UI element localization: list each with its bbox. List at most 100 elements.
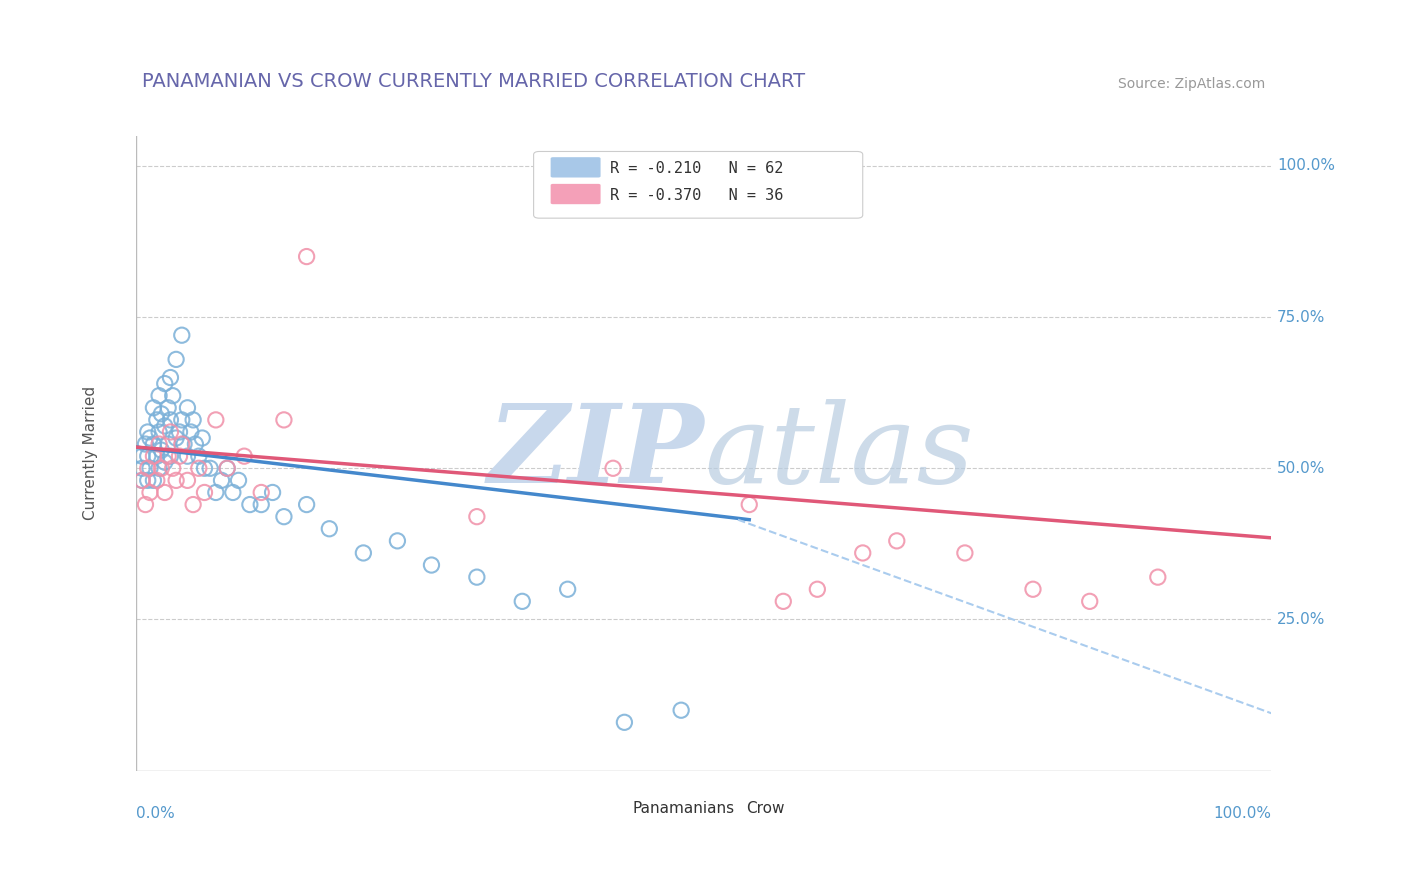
- Point: [262, 485, 284, 500]
- Point: [134, 437, 156, 451]
- Point: [602, 461, 624, 475]
- FancyBboxPatch shape: [713, 800, 742, 816]
- Point: [139, 431, 162, 445]
- Point: [157, 437, 180, 451]
- Point: [159, 370, 181, 384]
- Point: [159, 449, 181, 463]
- Point: [170, 413, 193, 427]
- Text: 25.0%: 25.0%: [1277, 612, 1326, 627]
- Point: [131, 461, 153, 475]
- Point: [613, 715, 636, 730]
- Point: [142, 401, 165, 415]
- Point: [211, 474, 233, 488]
- Point: [318, 522, 340, 536]
- Point: [205, 485, 228, 500]
- Point: [136, 474, 159, 488]
- Point: [193, 485, 215, 500]
- Point: [191, 431, 214, 445]
- FancyBboxPatch shape: [551, 184, 600, 204]
- Point: [153, 419, 176, 434]
- Text: atlas: atlas: [704, 400, 973, 507]
- Point: [153, 485, 176, 500]
- Point: [387, 533, 409, 548]
- Text: 50.0%: 50.0%: [1277, 461, 1326, 475]
- Point: [176, 401, 198, 415]
- Point: [139, 461, 162, 475]
- Point: [150, 461, 173, 475]
- Point: [1078, 594, 1101, 608]
- Point: [187, 461, 209, 475]
- Point: [162, 389, 184, 403]
- Point: [239, 498, 262, 512]
- FancyBboxPatch shape: [534, 152, 863, 219]
- Text: R = -0.370   N = 36: R = -0.370 N = 36: [610, 188, 783, 202]
- Point: [217, 461, 239, 475]
- Text: 100.0%: 100.0%: [1277, 159, 1334, 173]
- Point: [465, 570, 488, 584]
- Text: 100.0%: 100.0%: [1213, 805, 1271, 821]
- Point: [153, 455, 176, 469]
- Point: [139, 485, 162, 500]
- Point: [510, 594, 533, 608]
- Point: [136, 461, 159, 475]
- Point: [159, 425, 181, 439]
- Point: [772, 594, 794, 608]
- Point: [176, 474, 198, 488]
- Point: [738, 498, 761, 512]
- Text: 75.0%: 75.0%: [1277, 310, 1326, 325]
- Text: Source: ZipAtlas.com: Source: ZipAtlas.com: [1118, 77, 1265, 91]
- Text: R = -0.210   N = 62: R = -0.210 N = 62: [610, 161, 783, 176]
- Point: [159, 413, 181, 427]
- Point: [134, 498, 156, 512]
- Point: [170, 437, 193, 451]
- Point: [187, 449, 209, 463]
- Text: 0.0%: 0.0%: [136, 805, 176, 821]
- Text: Panamanians: Panamanians: [633, 801, 734, 815]
- Point: [148, 389, 170, 403]
- Point: [131, 474, 153, 488]
- Point: [169, 449, 191, 463]
- Point: [131, 474, 153, 488]
- Point: [146, 474, 169, 488]
- Text: Currently Married: Currently Married: [83, 386, 98, 520]
- Point: [557, 582, 579, 597]
- Point: [153, 376, 176, 391]
- Text: Crow: Crow: [745, 801, 785, 815]
- FancyBboxPatch shape: [551, 157, 600, 178]
- Point: [162, 461, 184, 475]
- Point: [250, 498, 273, 512]
- Point: [222, 485, 245, 500]
- Text: PANAMANIAN VS CROW CURRENTLY MARRIED CORRELATION CHART: PANAMANIAN VS CROW CURRENTLY MARRIED COR…: [142, 72, 806, 91]
- Point: [198, 461, 221, 475]
- Point: [806, 582, 828, 597]
- Point: [173, 437, 195, 451]
- Point: [352, 546, 374, 560]
- Point: [217, 461, 239, 475]
- Point: [250, 485, 273, 500]
- Point: [273, 509, 295, 524]
- Point: [205, 413, 228, 427]
- Point: [136, 425, 159, 439]
- Point: [148, 425, 170, 439]
- Point: [136, 449, 159, 463]
- Point: [148, 437, 170, 451]
- Point: [170, 328, 193, 343]
- FancyBboxPatch shape: [599, 800, 628, 816]
- Point: [193, 461, 215, 475]
- Point: [420, 558, 443, 572]
- Point: [1022, 582, 1045, 597]
- Point: [180, 425, 202, 439]
- Point: [273, 413, 295, 427]
- Point: [181, 498, 204, 512]
- Point: [165, 431, 187, 445]
- Text: ZIP: ZIP: [488, 400, 704, 507]
- Point: [165, 474, 187, 488]
- Point: [233, 449, 256, 463]
- Point: [165, 352, 187, 367]
- Point: [169, 425, 191, 439]
- Point: [157, 449, 180, 463]
- Point: [181, 413, 204, 427]
- Point: [176, 449, 198, 463]
- Point: [142, 474, 165, 488]
- Point: [184, 437, 207, 451]
